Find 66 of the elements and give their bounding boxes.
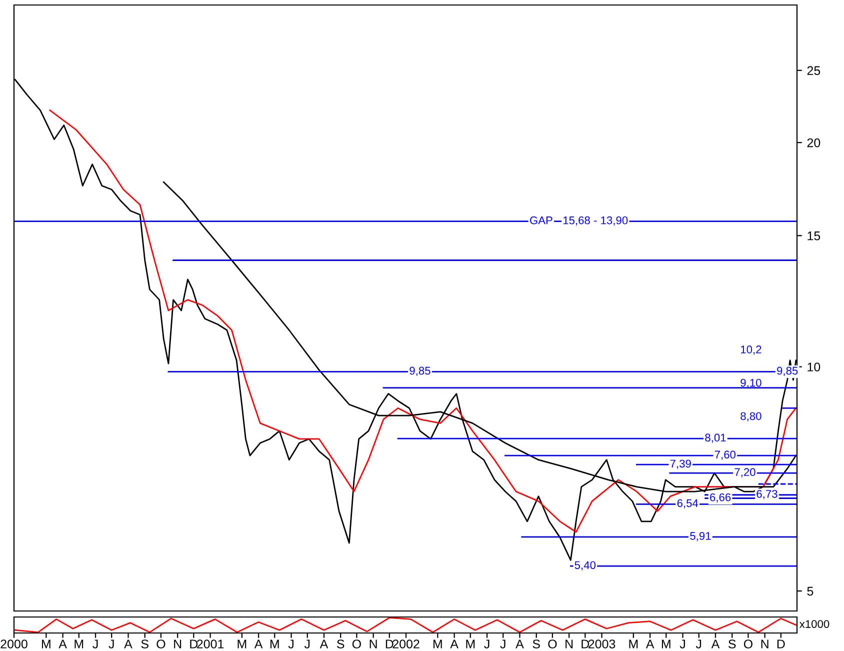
x-tick-label: 2003: [588, 640, 616, 648]
x-tick-label: N: [370, 640, 377, 648]
x-tick-label: S: [141, 640, 148, 648]
x-tick-label: N: [566, 640, 573, 648]
x-tick-label: M: [433, 640, 442, 648]
x-tick-label: O: [744, 640, 752, 648]
y-tick-label: 15: [808, 232, 820, 240]
annotation: 6,73: [756, 490, 778, 500]
annotation: 7,60: [714, 450, 736, 460]
x-tick-label: M: [74, 640, 84, 648]
y-tick-label: 5: [807, 586, 814, 596]
x-tick-label: D: [582, 640, 590, 648]
annotation: 7,20: [734, 468, 756, 478]
x-tick-label: A: [516, 640, 524, 648]
x-tick-label: 2002: [392, 640, 420, 648]
x-tick-label: D: [386, 640, 394, 648]
x-tick-label: S: [532, 640, 540, 648]
x-tick-label: S: [337, 640, 344, 648]
x-tick-label: J: [696, 640, 702, 648]
y-tick-label: 10: [808, 362, 820, 372]
x-tick-label: J: [680, 640, 685, 648]
x-tick-label: M: [466, 640, 475, 648]
x-tick-label: O: [156, 640, 166, 648]
x-tick-label: 2001: [197, 640, 224, 648]
annotation: 6,54: [677, 499, 698, 508]
x-tick-label: N: [174, 640, 182, 648]
annotation: 8,01: [705, 434, 726, 443]
x-tick-label: A: [450, 640, 458, 648]
x-tick-label: A: [711, 640, 720, 648]
x-tick-label: O: [548, 640, 557, 648]
x-tick-label: A: [254, 640, 263, 648]
x-tick-label: M: [662, 640, 670, 648]
annotation: 9,85: [777, 366, 798, 376]
x-tick-label: M: [270, 640, 279, 648]
text: x1000: [799, 620, 830, 628]
annotation: GAP: [530, 216, 552, 224]
annotation: 9,10: [740, 378, 762, 388]
x-tick-label: A: [646, 640, 654, 648]
annotation: 5,91: [690, 532, 711, 542]
x-tick-label: A: [58, 640, 67, 648]
x-tick-label: D: [777, 640, 785, 648]
x-tick-label: J: [304, 640, 310, 648]
y-tick-label: 20: [807, 138, 820, 148]
annotation: 9,85: [410, 366, 430, 376]
annotation: 8,80: [740, 412, 762, 422]
annotation: 7,39: [670, 460, 691, 469]
x-tick-label: J: [484, 640, 490, 648]
x-tick-label: D: [190, 640, 198, 648]
x-tick-label: M: [42, 640, 50, 648]
x-tick-label: N: [761, 640, 768, 648]
x-tick-label: O: [352, 640, 361, 648]
x-tick-label: S: [728, 640, 736, 648]
x-tick-label: M: [629, 640, 638, 648]
x-tick-label: J: [500, 640, 506, 648]
y-tick-label: 25: [807, 66, 820, 76]
x-tick-label: M: [238, 640, 246, 648]
annotation: 10,2: [740, 346, 762, 355]
annotation: 15,68 - 13,90: [563, 216, 628, 226]
x-tick-label: A: [124, 640, 132, 648]
annotation: 6,66: [710, 493, 731, 503]
x-tick-label: A: [320, 640, 328, 648]
x-tick-label: 2000: [0, 640, 28, 648]
x-tick-label: J: [92, 640, 98, 648]
x-tick-label: J: [288, 640, 294, 648]
annotation: 5,40: [574, 561, 596, 570]
x-tick-label: J: [108, 640, 114, 648]
